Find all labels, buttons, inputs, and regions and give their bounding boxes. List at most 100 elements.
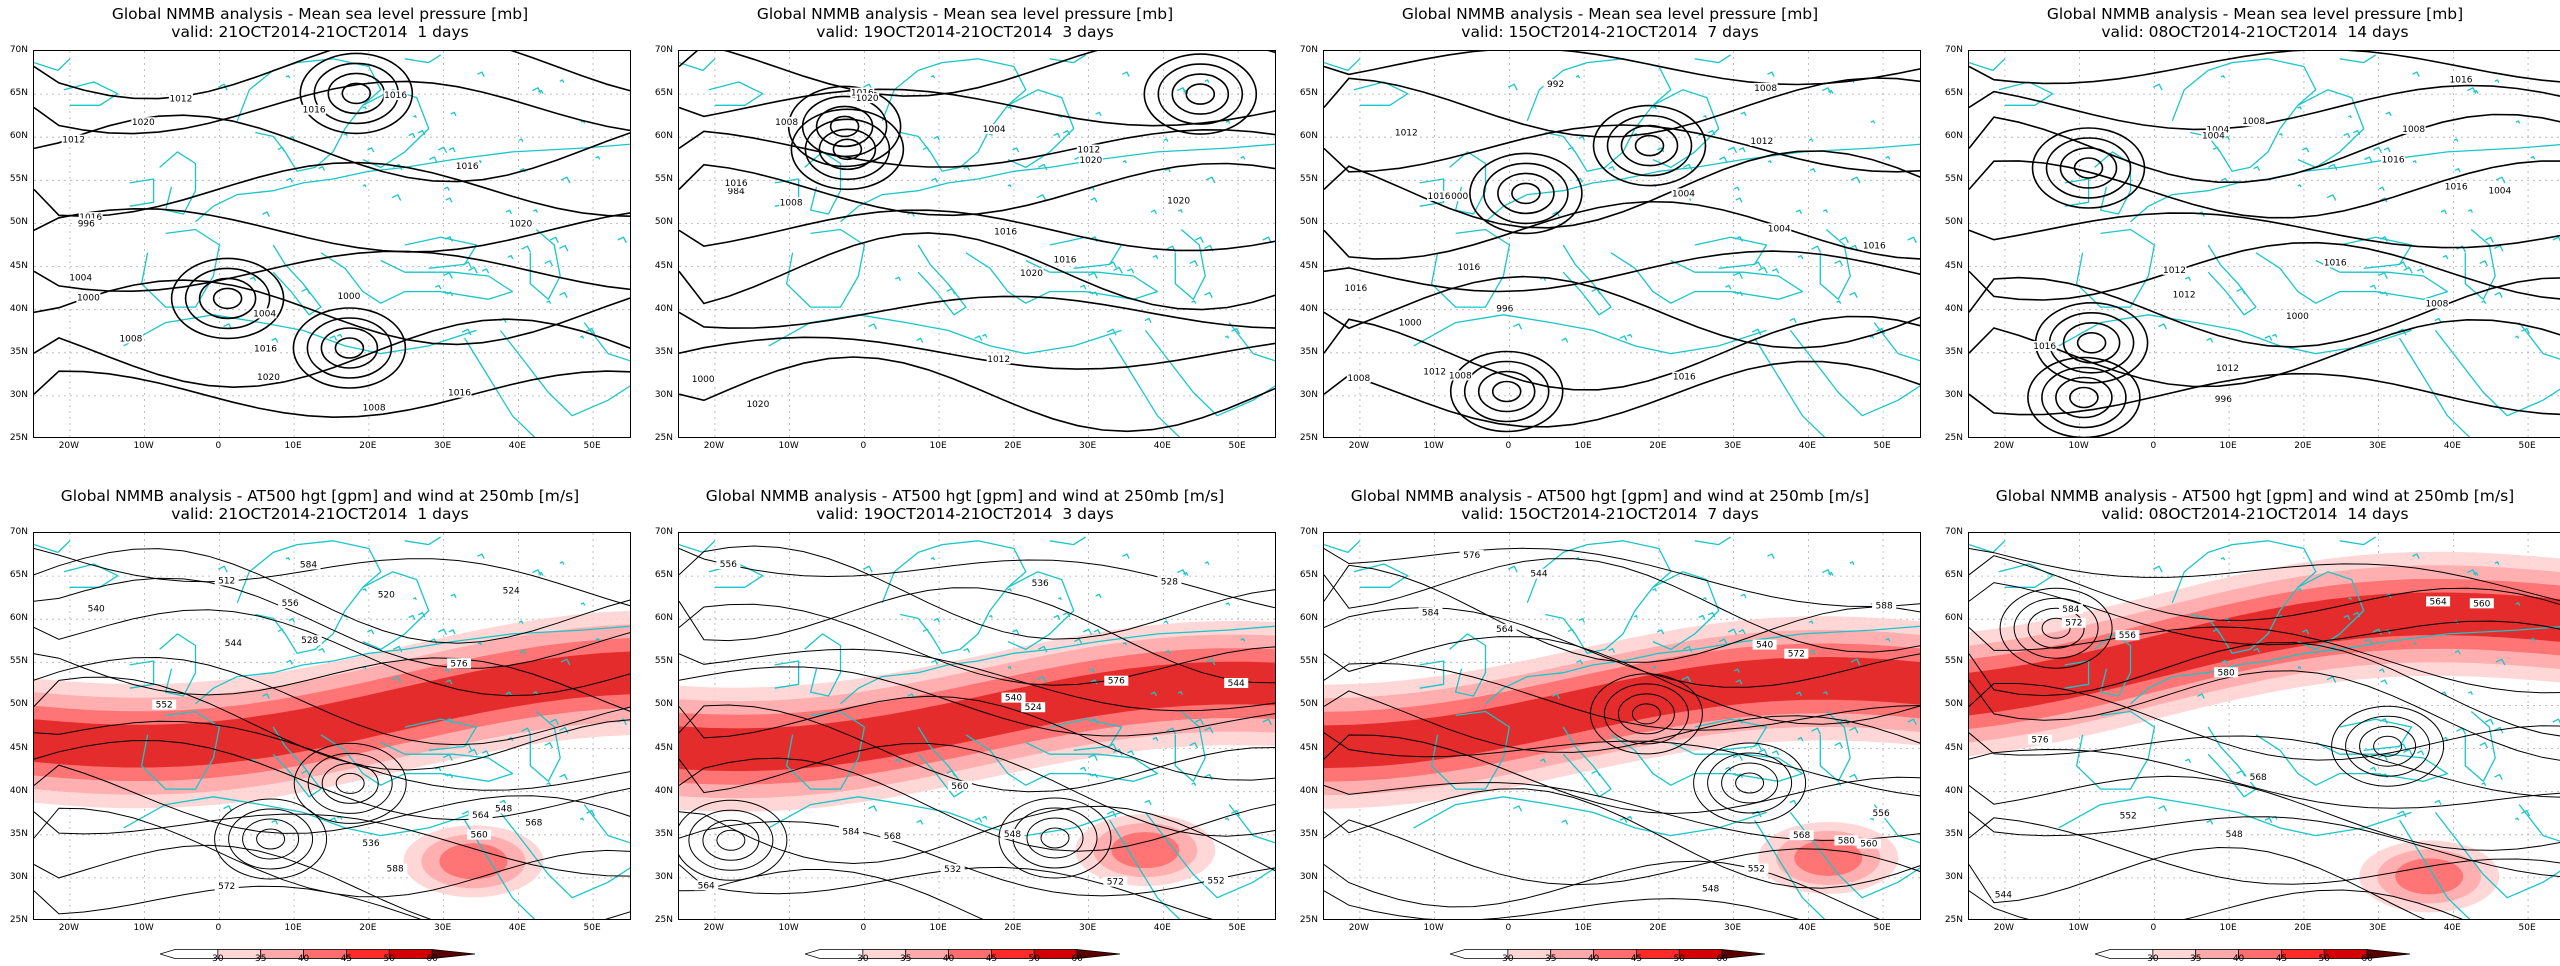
- coastline-fragment: [1796, 210, 1801, 214]
- coastline-fragment: [1851, 177, 1860, 183]
- contour-label: 1008: [119, 334, 142, 344]
- lat-tick-label: 70N: [1292, 46, 1318, 55]
- coastline-fragment: [2265, 336, 2272, 341]
- coastline: [1414, 315, 1767, 354]
- coastline: [2059, 315, 2412, 354]
- coastline-fragment: [1080, 285, 1085, 289]
- panel-valid-period: valid: 19OCT2014-21OCT2014 3 days: [645, 24, 1285, 41]
- coastline-fragment: [477, 554, 484, 558]
- coastline-fragment: [1054, 133, 1060, 137]
- coastline-fragment: [469, 267, 478, 273]
- lon-tick-label: 20E: [993, 442, 1033, 451]
- coastline: [530, 230, 560, 300]
- lat-tick-label: 70N: [1937, 528, 1963, 537]
- contour-label: 1008: [2242, 117, 2265, 127]
- lon-tick-label: 30E: [1713, 442, 1753, 451]
- contour-label: 1020: [746, 400, 769, 410]
- closed-contour: [789, 86, 901, 166]
- coastline-fragment: [302, 289, 310, 294]
- coastline-fragment: [2455, 169, 2460, 172]
- closed-contour: [214, 288, 242, 308]
- lat-tick-label: 35N: [647, 348, 673, 357]
- coastline: [2208, 245, 2256, 315]
- coastline-fragment: [286, 178, 292, 182]
- lon-tick-label: 50E: [572, 924, 612, 933]
- contour-label: 572: [218, 882, 235, 892]
- closed-contour: [1027, 818, 1083, 858]
- lat-tick-label: 35N: [1937, 830, 1963, 839]
- contour-label: 1016: [725, 179, 748, 189]
- coastline-fragment: [1835, 743, 1843, 748]
- coastline: [2172, 59, 2316, 172]
- lon-tick-label: 40E: [1142, 442, 1182, 451]
- coastline: [775, 661, 799, 688]
- lat-tick-label: 40N: [1937, 787, 1963, 796]
- contour-label: 1008: [1754, 84, 1777, 94]
- contour-label: 584: [1422, 608, 1439, 618]
- lon-tick-label: 50E: [1862, 924, 1902, 933]
- coastline-fragment: [1012, 148, 1018, 152]
- lon-tick-label: 40E: [1787, 442, 1827, 451]
- closed-contour: [2050, 313, 2134, 373]
- contour-label: 576: [2031, 736, 2048, 746]
- coastline-fragment: [560, 293, 568, 298]
- coastline-fragment: [947, 289, 955, 294]
- contour-label: 1016: [1054, 256, 1077, 266]
- coastline-fragment: [618, 237, 627, 243]
- lat-tick-label: 25N: [647, 434, 673, 443]
- colorbar-tick-label: 45: [1621, 954, 1651, 964]
- coastline-fragment: [1127, 269, 1133, 273]
- coastline: [500, 330, 631, 415]
- lon-tick-label: 10E: [2208, 924, 2248, 933]
- panel-title: Global NMMB analysis - AT500 hgt [gpm] a…: [1290, 488, 1930, 505]
- coastline-fragment: [286, 76, 290, 78]
- coastline-fragment: [409, 615, 415, 619]
- coastline-fragment: [2482, 301, 2486, 304]
- contour-label: 1008: [780, 198, 803, 208]
- contour-label: 1008: [363, 404, 386, 414]
- contour-label: 1000: [692, 375, 715, 385]
- closed-contour: [2042, 368, 2126, 428]
- coastline: [1145, 330, 1276, 415]
- contour-label: 556: [282, 599, 299, 609]
- coastline-fragment: [2468, 692, 2472, 695]
- coastline-fragment: [250, 277, 255, 280]
- closed-contour: [1451, 352, 1563, 432]
- contour-label: 1004: [2488, 186, 2511, 196]
- coastline: [2340, 537, 2376, 545]
- coastline-fragment: [2153, 84, 2162, 90]
- coastline-fragment: [319, 167, 325, 171]
- lat-tick-label: 50N: [1292, 218, 1318, 227]
- contour-label: 560: [1860, 840, 1877, 850]
- contour-label: 1000: [77, 293, 100, 303]
- lat-tick-label: 30N: [647, 873, 673, 882]
- lon-tick-label: 0: [2133, 924, 2173, 933]
- coastline-fragment: [1733, 273, 1742, 279]
- coastline-fragment: [1734, 187, 1739, 190]
- contour-label: 996: [2215, 395, 2232, 405]
- closed-contour: [293, 308, 405, 388]
- isobar: [1324, 362, 1921, 427]
- coastline-fragment: [2298, 107, 2302, 110]
- contour-label: 556: [2119, 631, 2136, 641]
- coastline-fragment: [2272, 335, 2276, 338]
- lon-tick-label: 50E: [1217, 924, 1257, 933]
- coastline-fragment: [444, 187, 449, 190]
- coastline-fragment: [1206, 177, 1215, 183]
- contour-label: 548: [1004, 830, 1021, 840]
- contour-label: 996: [78, 219, 95, 229]
- coastline-fragment: [1741, 112, 1746, 116]
- lat-tick-label: 65N: [647, 571, 673, 580]
- coastline-fragment: [1164, 621, 1168, 624]
- closed-contour: [1636, 136, 1664, 156]
- coastline-fragment: [1653, 589, 1657, 592]
- lat-tick-label: 55N: [2, 175, 28, 184]
- contour-label: 1012: [62, 136, 85, 146]
- closed-contour: [2078, 333, 2106, 353]
- coastline-fragment: [580, 336, 583, 338]
- coastline-fragment: [2298, 185, 2301, 187]
- contour-label: 568: [2250, 773, 2267, 783]
- coastline-fragment: [1205, 562, 1209, 565]
- closed-contour: [2070, 388, 2098, 408]
- coastline-fragment: [1725, 285, 1730, 289]
